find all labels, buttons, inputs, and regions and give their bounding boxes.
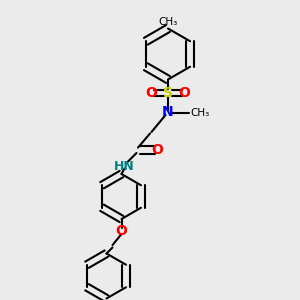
Text: N: N xyxy=(162,106,174,119)
Text: CH₃: CH₃ xyxy=(190,107,210,118)
Text: S: S xyxy=(163,86,173,100)
Text: CH₃: CH₃ xyxy=(158,17,178,27)
Text: O: O xyxy=(146,86,158,100)
Text: O: O xyxy=(152,143,164,157)
Text: O: O xyxy=(178,86,190,100)
Text: HN: HN xyxy=(114,160,135,173)
Text: O: O xyxy=(116,224,128,238)
